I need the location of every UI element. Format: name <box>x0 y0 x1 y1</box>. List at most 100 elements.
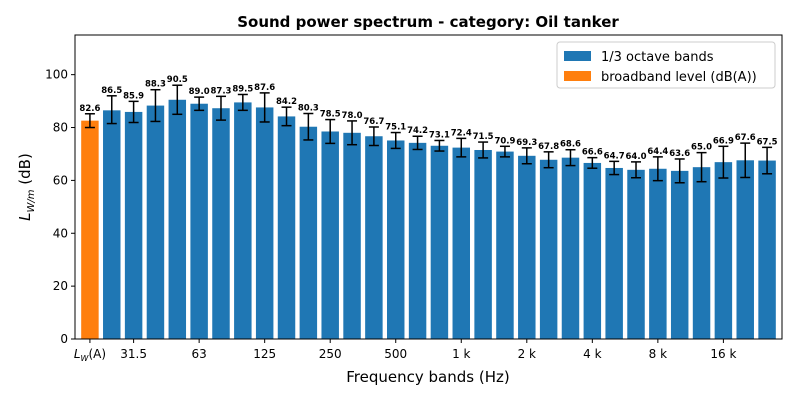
data-label: 73.1 <box>429 130 450 140</box>
bar-band <box>365 136 383 339</box>
data-label: 89.5 <box>232 84 253 94</box>
bar-band <box>627 169 645 339</box>
bar-band <box>670 170 689 339</box>
bars-layer: 82.686.585.988.3 90.589.0 87.3 89.5 87.684.2… <box>79 75 778 340</box>
bar-band <box>299 126 318 339</box>
x-tick-label: 16 k <box>710 347 736 361</box>
legend-swatch <box>564 71 591 81</box>
axes-layer: LW(A) 31.5 63 125 250 500 1 k 2 k 4 k 8 k 16 k 0 20 4… <box>45 34 783 363</box>
data-label: 78.0 <box>342 111 363 121</box>
data-label: 71.5 <box>473 132 494 142</box>
data-label: 86.5 <box>101 86 122 96</box>
x-tick-label: 4 k <box>583 347 601 361</box>
x-tick-label: 125 <box>253 347 276 361</box>
y-tick-label: 0 <box>60 332 68 346</box>
y-tick-label: 80 <box>53 121 68 135</box>
data-label: 68.6 <box>560 140 581 150</box>
bar-band <box>714 162 733 339</box>
data-label: 88.3 <box>145 80 166 90</box>
data-label: 87.6 <box>254 83 275 93</box>
y-axis-label-sub: W/m <box>26 189 37 212</box>
x-tick-label: 31.5 <box>120 347 147 361</box>
legend: 1/3 octave bands broadband level (dB(A)) <box>556 41 776 89</box>
x-tick-label: LW(A) <box>74 347 106 363</box>
bar-band <box>277 116 296 339</box>
data-label: 70.9 <box>494 136 515 146</box>
data-label: 82.6 <box>79 104 100 114</box>
data-label: 66.6 <box>582 148 603 158</box>
x-tick-label: 2 k <box>518 347 536 361</box>
y-tick-label: 20 <box>53 279 68 293</box>
data-label: 89.0 <box>189 87 210 97</box>
data-label: 72.4 <box>451 128 472 138</box>
legend-label: broadband level (dB(A)) <box>601 70 757 85</box>
bar-band <box>430 145 449 339</box>
bar-band <box>212 108 230 339</box>
data-label: 64.7 <box>604 151 625 161</box>
y-axis-label-main: L <box>16 212 34 220</box>
x-axis-label: Frequency bands (Hz) <box>346 368 509 386</box>
bar-band <box>649 168 667 339</box>
bar-band <box>234 102 252 340</box>
x-tick-label-main: L <box>74 347 81 361</box>
data-label: 69.3 <box>516 138 537 148</box>
data-label: 67.6 <box>735 133 756 143</box>
x-tick-label-sub: W <box>81 354 90 363</box>
bar-band <box>518 155 536 339</box>
data-label: 74.2 <box>407 126 428 136</box>
data-label: 90.5 <box>167 75 188 85</box>
x-tick-label: 63 <box>192 347 207 361</box>
y-tick-label: 40 <box>53 226 68 240</box>
data-label: 64.0 <box>626 152 647 162</box>
x-tick-label-suffix: (A) <box>88 347 106 361</box>
bar-broadband <box>81 120 99 339</box>
legend-box <box>556 41 776 89</box>
legend-label: 1/3 octave bands <box>601 50 714 65</box>
bar-band <box>386 140 405 339</box>
bar-band <box>343 132 361 339</box>
bar-band <box>124 111 143 339</box>
bar-band <box>452 147 471 339</box>
bar-band <box>321 131 339 339</box>
data-label: 84.2 <box>276 97 297 107</box>
bar-band <box>605 167 623 339</box>
y-tick-label: 60 <box>53 173 68 187</box>
legend-swatch <box>564 51 591 61</box>
bar-band <box>496 151 514 339</box>
bar-band <box>539 159 558 339</box>
y-tick-label: 100 <box>45 68 68 82</box>
bar-band <box>255 107 274 339</box>
data-label: 67.8 <box>538 142 559 152</box>
data-label: 85.9 <box>123 91 144 101</box>
data-label: 64.4 <box>647 147 668 157</box>
bar-band <box>583 162 602 339</box>
bar-band <box>408 142 427 339</box>
x-tick-label: 1 k <box>452 347 470 361</box>
data-label: 87.3 <box>210 86 231 96</box>
bar-band <box>146 105 165 339</box>
data-label: 78.5 <box>320 110 341 120</box>
bar-band <box>736 160 754 339</box>
x-tick-label: 500 <box>384 347 407 361</box>
x-tick-label: 250 <box>319 347 342 361</box>
data-label: 66.9 <box>713 136 734 146</box>
plot-frame <box>74 34 783 340</box>
bar-band <box>190 103 208 339</box>
data-label: 76.7 <box>363 117 384 127</box>
bar-band <box>692 167 711 339</box>
bar-band <box>561 157 580 339</box>
y-axis-label-unit: (dB) <box>16 153 34 189</box>
y-axis-label: LW/m (dB) <box>16 153 37 221</box>
data-label: 67.5 <box>757 137 778 147</box>
bar-band <box>168 99 187 339</box>
data-label: 75.1 <box>385 123 406 133</box>
data-label: 65.0 <box>691 143 712 153</box>
x-tick-label: 8 k <box>649 347 667 361</box>
bar-band <box>758 160 776 339</box>
chart-title: Sound power spectrum - category: Oil tan… <box>237 13 619 31</box>
bar-band <box>474 149 492 339</box>
data-label: 63.6 <box>669 149 690 159</box>
bar-band <box>103 110 121 339</box>
data-label: 80.3 <box>298 104 319 114</box>
